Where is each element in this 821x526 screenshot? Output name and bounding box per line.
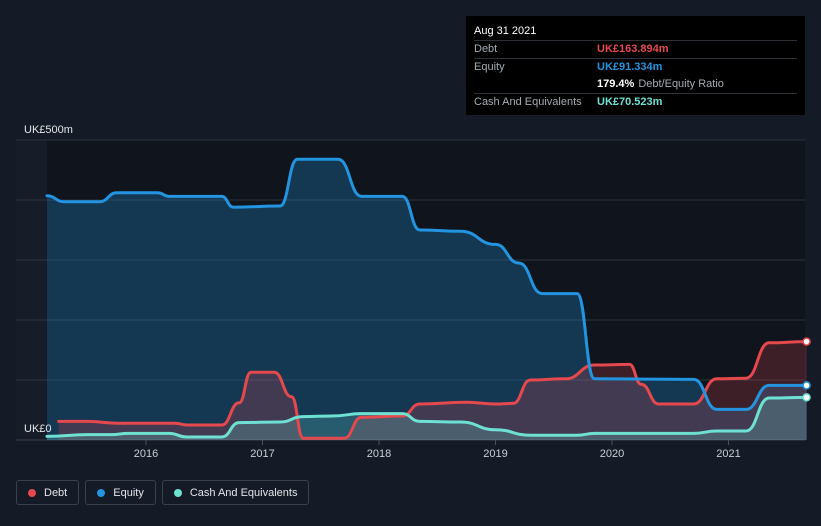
x-tick-label: 2019 xyxy=(483,448,507,460)
y-axis-top-label: UK£500m xyxy=(24,124,73,136)
tooltip-value: UK£91.334m xyxy=(597,61,663,73)
x-tick-label: 2018 xyxy=(367,448,391,460)
tooltip-label: Cash And Equivalents xyxy=(474,96,582,108)
series-lines xyxy=(45,157,809,440)
tooltip-ratio-label: Debt/Equity Ratio xyxy=(638,78,724,90)
line-equity xyxy=(45,157,809,411)
grid-lines xyxy=(16,139,805,441)
tooltip-label: Equity xyxy=(474,61,505,73)
x-tick-label: 2016 xyxy=(134,448,158,460)
legend-label: Cash And Equivalents xyxy=(189,486,298,499)
series-areas xyxy=(47,159,807,440)
x-axis-ticks: 2016 2017 2018 2019 2020 2021 xyxy=(134,440,741,460)
x-tick-label: 2021 xyxy=(716,448,740,460)
tooltip-row-equity: Equity UK£91.334m xyxy=(474,58,797,76)
end-marker-debt[interactable] xyxy=(802,337,811,346)
tooltip-value: UK£70.523m xyxy=(597,96,663,108)
line-cash-and-equivalents xyxy=(45,395,809,439)
line-debt xyxy=(57,340,809,440)
legend: Debt Equity Cash And Equivalents xyxy=(16,480,310,507)
tooltip-value: 179.4% xyxy=(597,78,635,90)
legend-label: Equity xyxy=(113,486,144,499)
tooltip-row-ratio: 179.4% Debt/Equity Ratio xyxy=(474,76,797,93)
area-debt xyxy=(58,341,807,440)
tooltip-date: Aug 31 2021 xyxy=(474,25,537,37)
series-end-markers xyxy=(802,337,811,402)
legend-label: Debt xyxy=(44,486,68,499)
end-marker-cash-and-equivalents[interactable] xyxy=(802,393,811,402)
tooltip-label xyxy=(474,76,597,93)
area-cash-and-equivalents xyxy=(47,397,807,440)
tooltip-row-cash: Cash And Equivalents UK£70.523m xyxy=(474,93,797,111)
y-axis-bottom-label: UK£0 xyxy=(24,423,52,435)
tooltip-row-debt: Debt UK£163.894m xyxy=(474,40,797,58)
equity-dot-icon xyxy=(97,488,106,497)
cash-dot-icon xyxy=(173,488,182,497)
legend-item-debt[interactable]: Debt xyxy=(16,480,80,505)
x-tick-label: 2020 xyxy=(600,448,624,460)
area-equity xyxy=(47,159,807,440)
tooltip-value: UK£163.894m xyxy=(597,43,669,55)
end-marker-equity[interactable] xyxy=(802,381,811,390)
plot-highlight-region xyxy=(46,140,806,440)
legend-item-equity[interactable]: Equity xyxy=(85,480,156,505)
debt-dot-icon xyxy=(28,488,36,497)
x-tick-label: 2017 xyxy=(250,448,274,460)
tooltip-label: Debt xyxy=(474,43,498,55)
legend-item-cash[interactable]: Cash And Equivalents xyxy=(161,480,310,505)
tooltip: Aug 31 2021 Debt UK£163.894m Equity UK£9… xyxy=(466,16,805,115)
